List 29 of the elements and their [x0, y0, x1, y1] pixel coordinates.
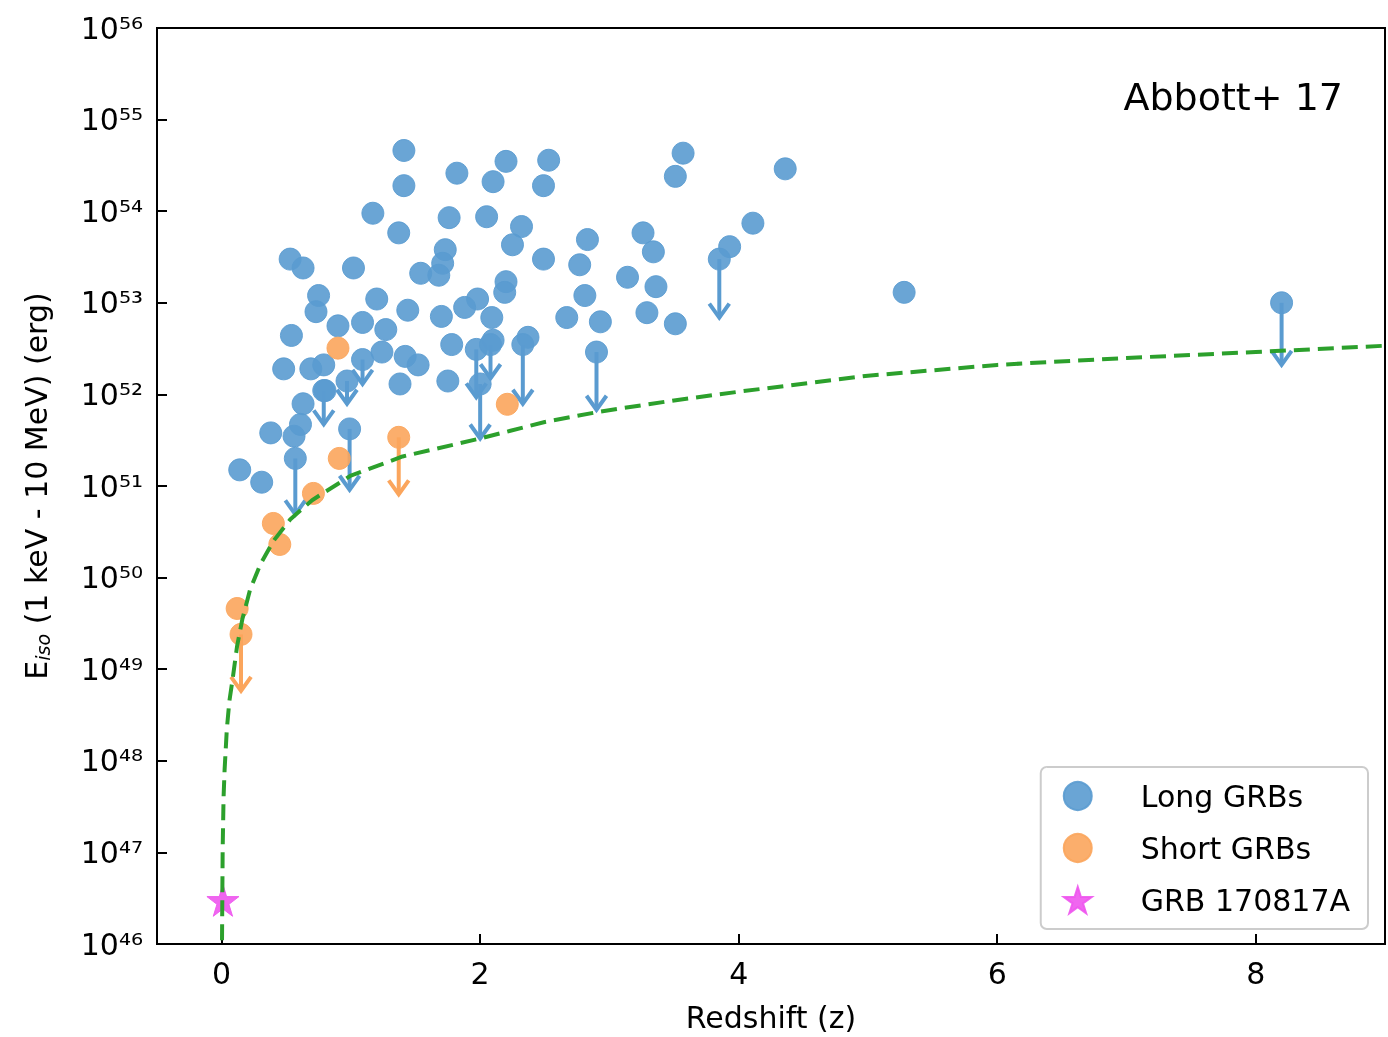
x-tick-label: 0 [212, 955, 232, 991]
point [268, 532, 292, 556]
y-axis-title: Eiso (1 keV - 10 MeV) (erg) [19, 292, 54, 680]
y-tick-label: 10⁵² [80, 376, 143, 412]
y-tick-label: 10⁵⁵ [80, 102, 143, 138]
point [225, 597, 249, 620]
point [495, 392, 519, 416]
y-tick-label: 10⁵³ [80, 285, 143, 321]
point [326, 336, 350, 360]
x-tick-label: 2 [470, 955, 490, 991]
y-tick-label: 10⁴⁷ [80, 834, 143, 870]
x-axis-title: Redshift (z) [685, 999, 857, 1035]
y-tick-label: 10⁵⁰ [80, 560, 143, 596]
legend-label: GRB 170817A [1140, 882, 1351, 918]
x-tick-label: 8 [1246, 955, 1266, 991]
point [327, 446, 351, 470]
y-tick-label: 10⁵⁴ [80, 193, 143, 229]
x-tick-label: 4 [729, 955, 749, 991]
y-tick-label: 10⁴⁸ [80, 743, 143, 779]
legend-label: Short GRBs [1140, 830, 1312, 866]
point [261, 511, 285, 535]
y-tick-label: 10⁴⁹ [80, 651, 143, 687]
y-tick-label: 10⁴⁶ [80, 926, 143, 962]
annotation: Abbott+ 17 [1123, 75, 1343, 119]
point [387, 425, 411, 449]
x-tick-label: 6 [987, 955, 1007, 991]
y-tick-label: 10⁵⁶ [80, 10, 143, 46]
y-tick-label: 10⁵¹ [80, 468, 143, 504]
legend-label: Long GRBs [1140, 778, 1304, 814]
